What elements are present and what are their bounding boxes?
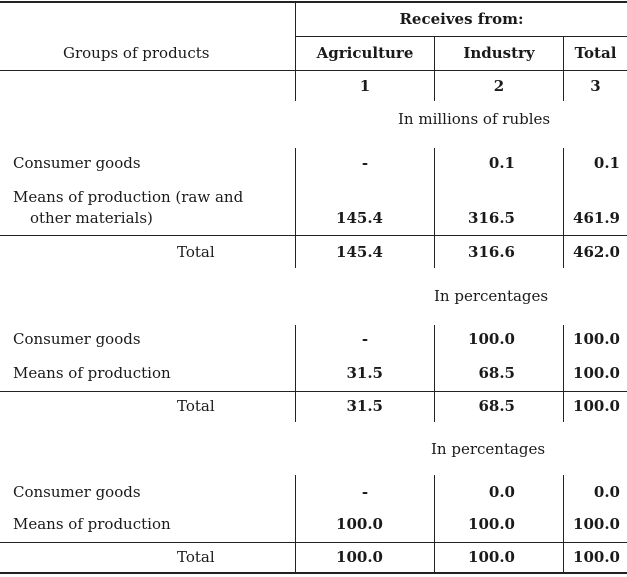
s1-row2-total: 461.9 [573,209,620,227]
section1-total-rule [0,235,627,236]
s2-total-agriculture: 31.5 [346,397,383,415]
s2-row2-agriculture: 31.5 [346,364,383,382]
s2-row1-label: Consumer goods [13,330,141,348]
s3-row1-industry: 0.0 [488,483,515,501]
bottom-rule [0,572,627,574]
s3-total-agriculture: 100.0 [336,548,383,566]
col-number-1: 1 [359,77,371,95]
s3-row1-agriculture: - [361,483,369,501]
s2-total-industry: 68.5 [478,397,515,415]
s1-row2-label-line1: Means of production (raw and [13,188,244,206]
subheader-rule [295,36,627,37]
col-number-3: 3 [590,77,601,95]
s1-row1-industry: 0.1 [488,154,515,172]
s1-total-total: 462.0 [573,243,620,261]
s3-total-industry: 100.0 [468,548,515,566]
col-header-total: Total [574,44,617,62]
s3-row2-label: Means of production [13,515,171,533]
s1-row2-industry: 316.5 [468,209,515,227]
s1-row1-label: Consumer goods [13,154,141,172]
section2-total-rule [0,391,627,392]
s3-col-divider-2 [434,475,435,572]
col-header-agriculture: Agriculture [316,44,414,62]
s3-row1-total: 0.0 [593,483,620,501]
section3-total-rule [0,542,627,543]
col-number-2: 2 [493,77,505,95]
s3-row2-total: 100.0 [573,515,620,533]
s1-total-label: Total [177,243,215,261]
s2-row2-industry: 68.5 [478,364,515,382]
s2-total-label: Total [177,397,215,415]
section2-unit: In percentages [434,287,549,305]
groups-of-products-header: Groups of products [63,44,210,62]
s3-row2-industry: 100.0 [468,515,515,533]
s1-row1-agriculture: - [361,154,369,172]
s2-col-divider-3 [563,325,564,422]
s2-col-divider-1 [295,325,296,422]
s2-row2-total: 100.0 [573,364,620,382]
col-header-industry: Industry [463,44,535,62]
s1-row2-label-line2: other materials) [30,209,153,227]
s1-col-divider-2 [434,148,435,268]
s1-row2-agriculture: 145.4 [336,209,383,227]
s3-row1-label: Consumer goods [13,483,141,501]
top-rule [0,1,627,3]
header-col-divider-2 [434,36,435,101]
header-col-divider-1 [295,2,296,101]
section3-unit: In percentages [431,440,546,458]
s3-col-divider-3 [563,475,564,572]
s2-row1-total: 100.0 [573,330,620,348]
header-rule [0,70,627,71]
s2-row2-label: Means of production [13,364,171,382]
section1-unit: In millions of rubles [398,110,551,128]
s2-row1-agriculture: - [361,330,369,348]
s3-row2-agriculture: 100.0 [336,515,383,533]
s3-total-label: Total [177,548,215,566]
s2-total-total: 100.0 [573,397,620,415]
s1-col-divider-1 [295,148,296,268]
receives-from-header: Receives from: [399,10,524,28]
s1-col-divider-3 [563,148,564,268]
s1-total-agriculture: 145.4 [336,243,383,261]
s3-total-total: 100.0 [573,548,620,566]
s1-row1-total: 0.1 [593,154,620,172]
s3-col-divider-1 [295,475,296,572]
header-col-divider-3 [563,36,564,101]
s2-row1-industry: 100.0 [468,330,515,348]
s2-col-divider-2 [434,325,435,422]
s1-total-industry: 316.6 [468,243,515,261]
